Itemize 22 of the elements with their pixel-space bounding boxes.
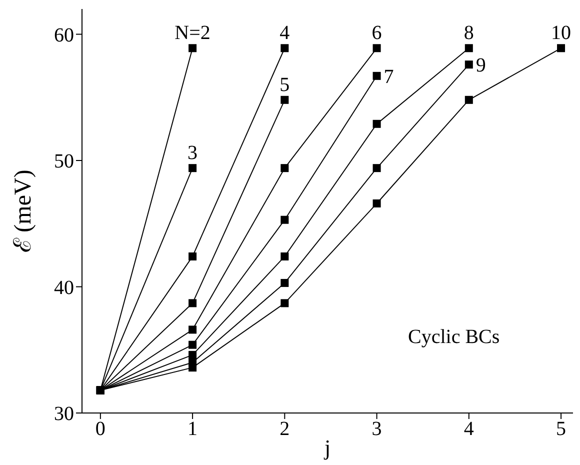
series-label: 5 xyxy=(280,74,290,96)
x-tick-label: 4 xyxy=(464,418,474,440)
x-axis-title: j xyxy=(323,435,331,460)
y-tick-label: 40 xyxy=(54,276,74,299)
x-tick-label: 2 xyxy=(280,418,290,440)
x-tick-label: 1 xyxy=(188,418,198,440)
series-label: 8 xyxy=(464,22,474,44)
series-label: 10 xyxy=(551,22,572,44)
y-tick-label: 50 xyxy=(54,150,74,173)
y-axis-title: ℰ (meV) xyxy=(10,170,37,252)
y-tick-label: 30 xyxy=(54,403,74,426)
series-label: 3 xyxy=(188,142,198,164)
x-tick-label: 3 xyxy=(372,418,382,440)
x-tick-label: 0 xyxy=(95,418,106,440)
annotation: Cyclic BCs xyxy=(408,326,500,349)
series-label: N=2 xyxy=(174,22,210,44)
x-tick-label: 5 xyxy=(556,418,566,440)
series-label: 7 xyxy=(384,66,394,88)
series-label: 6 xyxy=(372,22,382,44)
y-tick-label: 60 xyxy=(54,24,74,46)
series-label: 9 xyxy=(476,54,486,77)
series-label: 4 xyxy=(280,22,290,44)
